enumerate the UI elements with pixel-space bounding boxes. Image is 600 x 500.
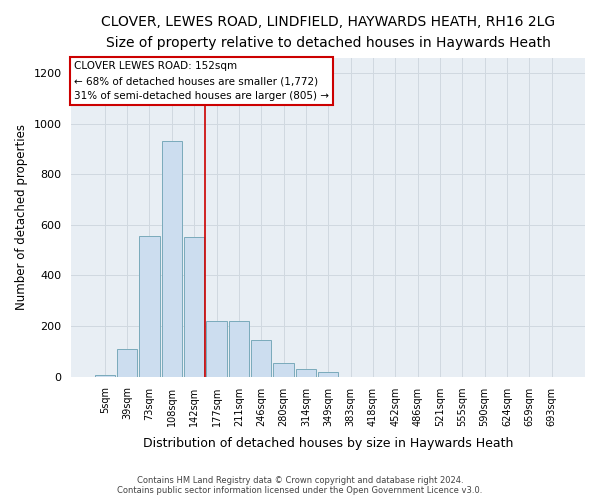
Bar bbox=[117, 349, 137, 376]
Bar bbox=[296, 369, 316, 376]
Bar bbox=[206, 321, 227, 376]
Bar bbox=[139, 236, 160, 376]
Bar bbox=[251, 340, 271, 376]
Title: CLOVER, LEWES ROAD, LINDFIELD, HAYWARDS HEATH, RH16 2LG
Size of property relativ: CLOVER, LEWES ROAD, LINDFIELD, HAYWARDS … bbox=[101, 15, 555, 50]
Bar bbox=[162, 141, 182, 376]
Text: Contains HM Land Registry data © Crown copyright and database right 2024.
Contai: Contains HM Land Registry data © Crown c… bbox=[118, 476, 482, 495]
X-axis label: Distribution of detached houses by size in Haywards Heath: Distribution of detached houses by size … bbox=[143, 437, 514, 450]
Y-axis label: Number of detached properties: Number of detached properties bbox=[15, 124, 28, 310]
Bar bbox=[274, 362, 293, 376]
Text: CLOVER LEWES ROAD: 152sqm
← 68% of detached houses are smaller (1,772)
31% of se: CLOVER LEWES ROAD: 152sqm ← 68% of detac… bbox=[74, 61, 329, 102]
Bar bbox=[318, 372, 338, 376]
Bar bbox=[184, 238, 204, 376]
Bar bbox=[229, 321, 249, 376]
